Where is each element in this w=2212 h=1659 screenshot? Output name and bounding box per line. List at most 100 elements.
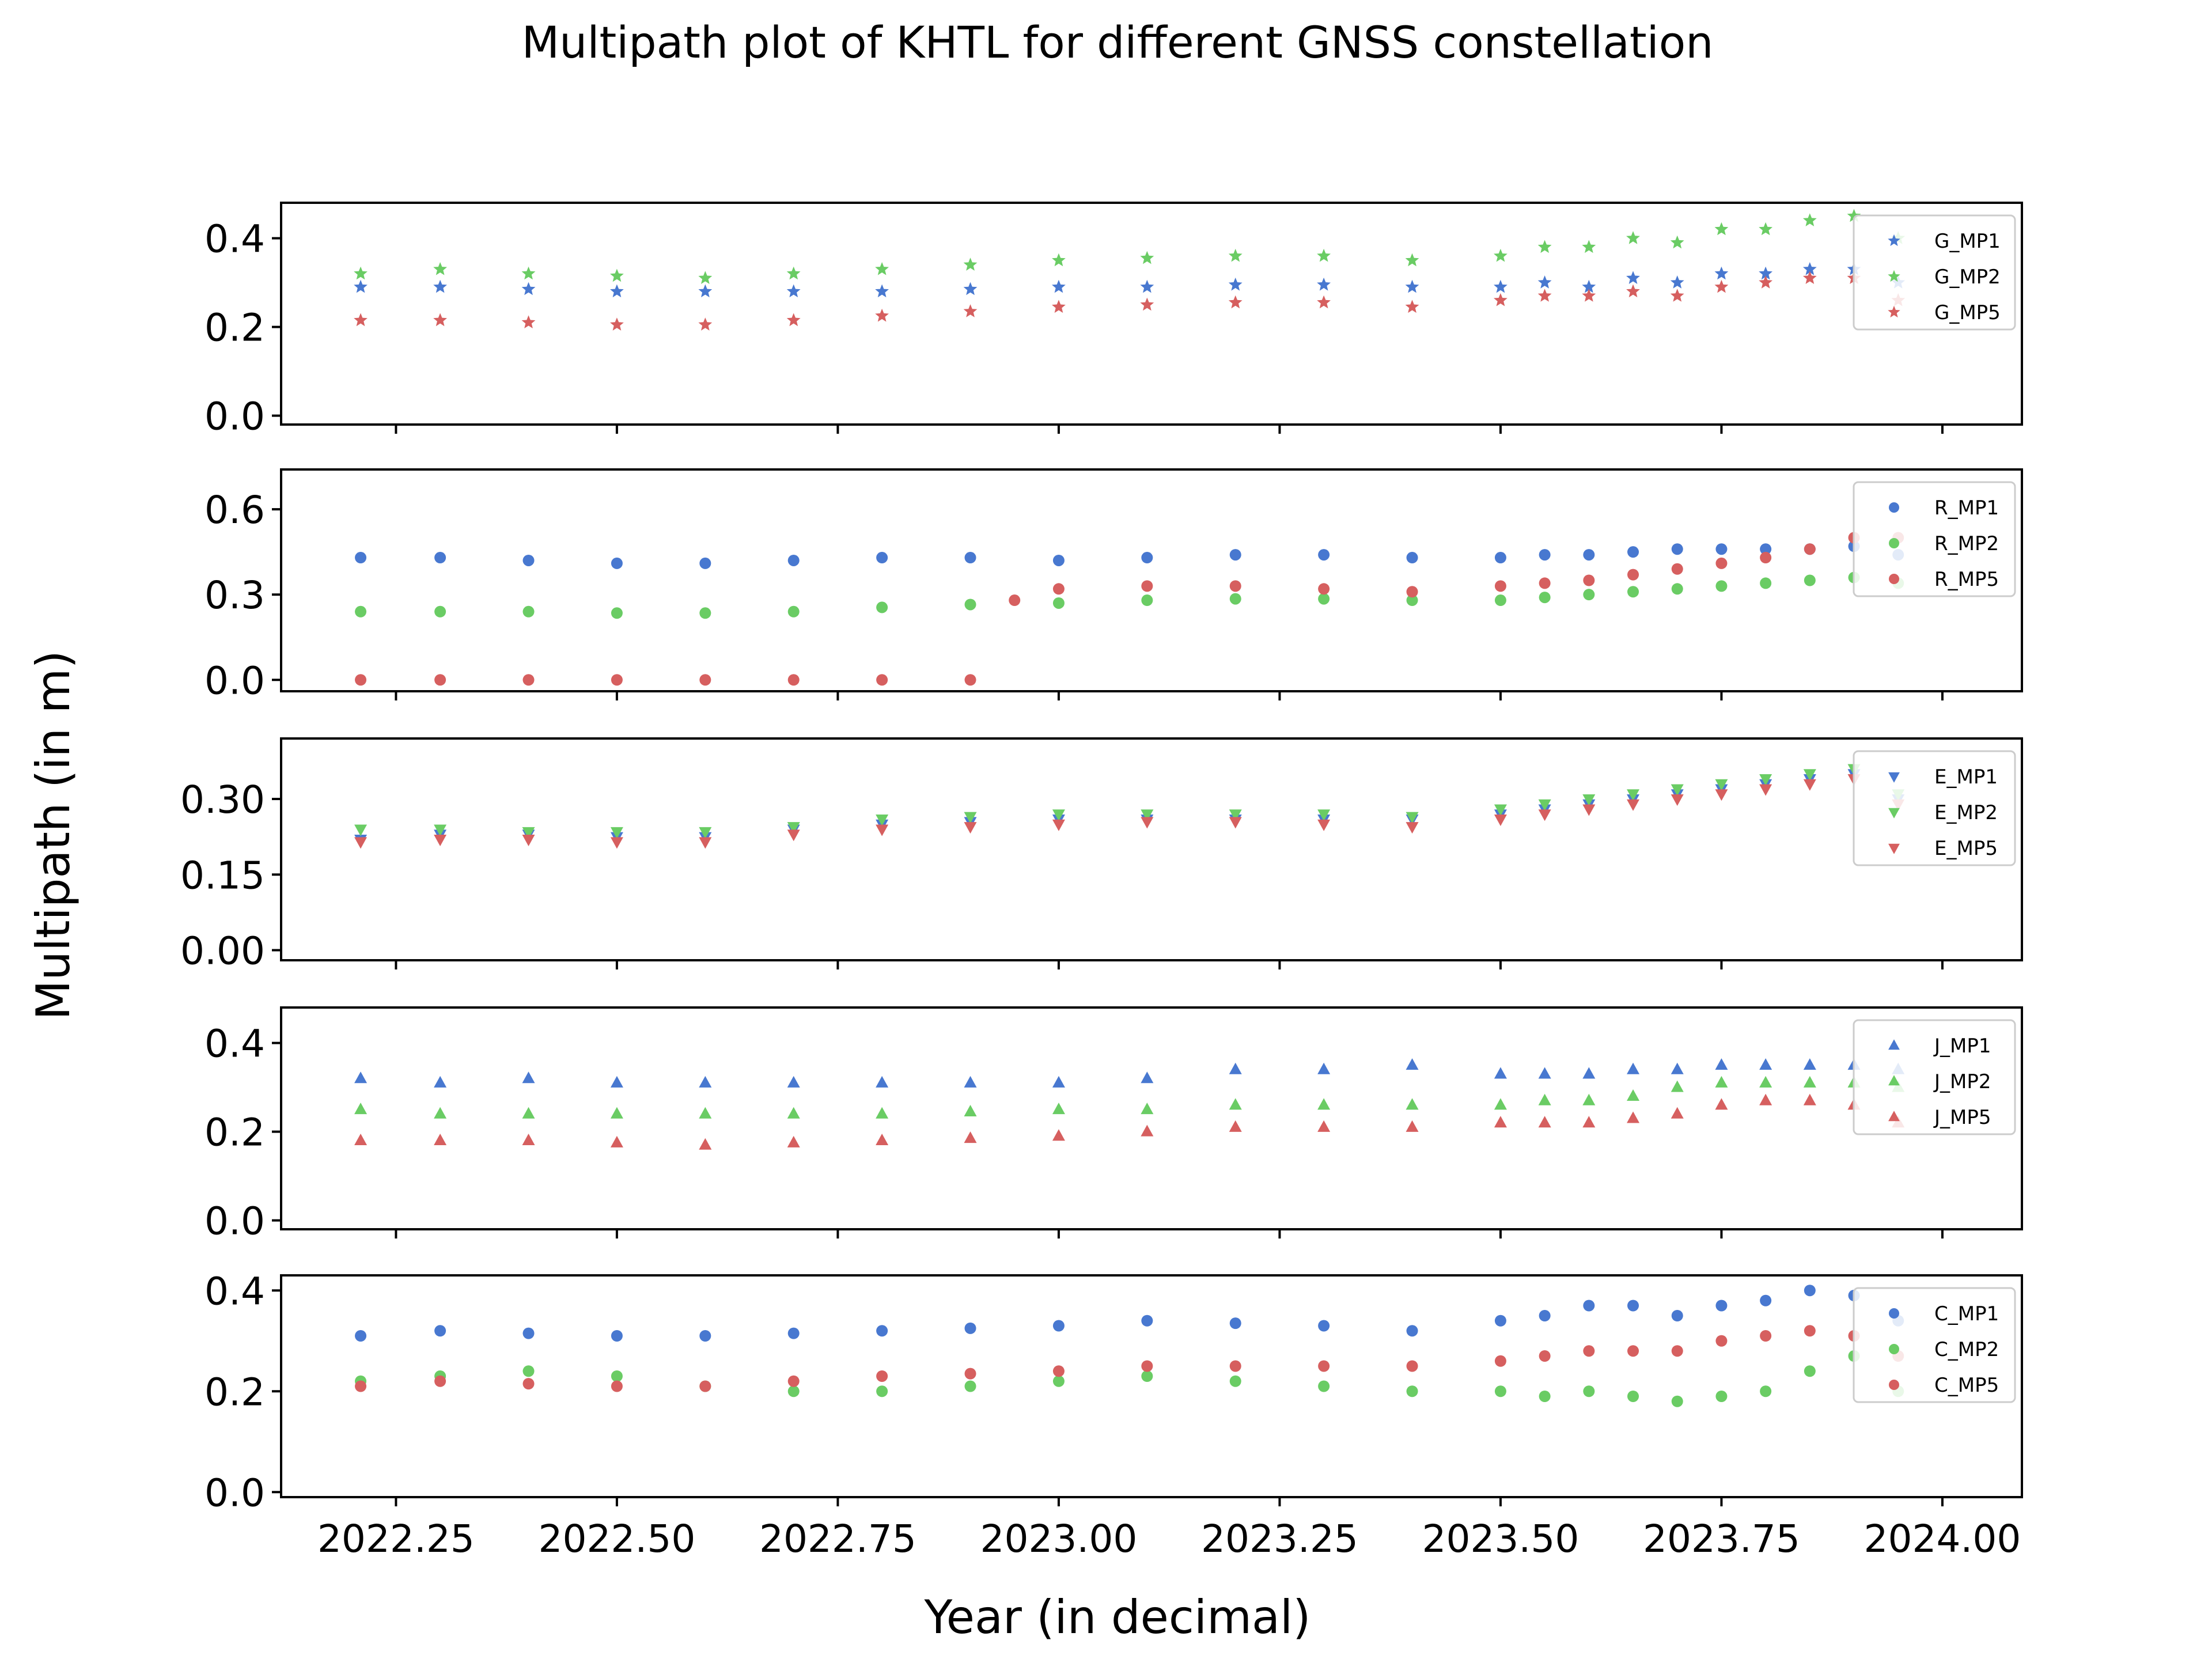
- point-E_MP5: [1538, 809, 1551, 821]
- point-J_MP1: [787, 1075, 800, 1088]
- series-C_MP2: [355, 1350, 1904, 1407]
- point-G_MP1: [1714, 266, 1729, 280]
- point-E_MP5: [354, 837, 368, 849]
- point-G_MP2: [1494, 248, 1508, 262]
- point-G_MP1: [1759, 266, 1772, 280]
- point-G_MP2: [354, 266, 368, 280]
- legend-marker-G_MP1: [1888, 234, 1900, 247]
- point-R_MP1: [1494, 552, 1506, 564]
- point-G_MP1: [875, 284, 889, 298]
- point-R_MP2: [1229, 593, 1241, 605]
- point-C_MP2: [1627, 1391, 1639, 1402]
- point-G_MP2: [1759, 222, 1772, 236]
- point-J_MP5: [1317, 1120, 1331, 1132]
- y-tick-label: 0.2: [204, 1370, 265, 1414]
- point-J_MP1: [1715, 1058, 1728, 1070]
- legend-marker-C_MP2: [1889, 1344, 1899, 1354]
- point-C_MP1: [964, 1322, 976, 1334]
- point-G_MP1: [698, 284, 713, 298]
- y-tick-label: 0.6: [204, 488, 265, 532]
- point-C_MP1: [355, 1330, 367, 1342]
- point-G_MP2: [610, 268, 624, 282]
- y-tick-label: 0.0: [204, 1471, 265, 1515]
- point-G_MP1: [963, 282, 978, 296]
- legend-label-C_MP2: C_MP2: [1934, 1338, 1999, 1361]
- point-R_MP1: [876, 552, 888, 564]
- point-J_MP2: [1406, 1098, 1419, 1110]
- point-J_MP5: [876, 1134, 889, 1145]
- point-G_MP2: [433, 262, 447, 275]
- point-J_MP5: [434, 1134, 447, 1145]
- point-G_MP5: [1802, 271, 1817, 284]
- point-G_MP5: [698, 317, 713, 331]
- point-R_MP5: [964, 674, 976, 686]
- point-C_MP2: [1229, 1375, 1241, 1387]
- point-J_MP1: [1627, 1062, 1640, 1074]
- point-J_MP5: [1229, 1120, 1242, 1132]
- point-G_MP2: [521, 266, 536, 280]
- x-tick-label: 2022.75: [759, 1517, 916, 1561]
- point-C_MP2: [1715, 1391, 1728, 1402]
- point-R_MP1: [1052, 554, 1065, 566]
- point-C_MP5: [1318, 1360, 1330, 1372]
- point-R_MP2: [876, 601, 888, 613]
- point-R_MP1: [1715, 543, 1728, 555]
- point-J_MP2: [434, 1107, 447, 1119]
- point-J_MP5: [1803, 1093, 1816, 1105]
- point-J_MP5: [610, 1135, 623, 1147]
- panel-E-markers: [354, 764, 1905, 849]
- legend-C: C_MP1 C_MP2 C_MP5: [1853, 1287, 2016, 1403]
- point-J_MP1: [1052, 1075, 1065, 1088]
- point-E_MP5: [1229, 817, 1242, 829]
- point-E_MP2: [1582, 794, 1596, 806]
- point-G_MP2: [1582, 240, 1596, 253]
- point-R_MP2: [1804, 574, 1816, 586]
- point-G_MP1: [1052, 279, 1066, 293]
- point-J_MP2: [354, 1103, 368, 1115]
- point-J_MP5: [1715, 1098, 1728, 1110]
- point-R_MP5: [355, 674, 367, 686]
- point-R_MP2: [1627, 586, 1639, 598]
- point-C_MP2: [522, 1365, 535, 1377]
- point-R_MP2: [355, 605, 367, 618]
- point-C_MP2: [1052, 1375, 1065, 1387]
- point-G_MP2: [875, 262, 889, 275]
- series-R_MP5: [355, 532, 1904, 686]
- legend-label-R_MP1: R_MP1: [1934, 497, 1999, 520]
- point-J_MP2: [1671, 1080, 1684, 1092]
- point-C_MP1: [434, 1325, 446, 1337]
- y-tick-label: 0.2: [204, 1111, 265, 1155]
- point-J_MP5: [964, 1131, 977, 1143]
- x-tick-label: 2022.50: [538, 1517, 695, 1561]
- point-R_MP5: [1318, 583, 1330, 595]
- point-E_MP2: [1671, 784, 1684, 796]
- point-R_MP1: [522, 554, 535, 566]
- point-R_MP5: [1229, 580, 1241, 592]
- point-E_MP2: [354, 824, 368, 836]
- point-G_MP5: [1537, 289, 1552, 302]
- point-J_MP5: [1671, 1107, 1684, 1119]
- point-R_MP5: [1539, 577, 1551, 589]
- point-G_MP1: [1228, 277, 1243, 291]
- point-C_MP2: [1539, 1391, 1551, 1402]
- point-C_MP5: [522, 1378, 535, 1390]
- point-R_MP5: [1494, 580, 1506, 592]
- point-C_MP1: [1318, 1320, 1330, 1332]
- point-G_MP1: [1405, 279, 1419, 293]
- point-J_MP1: [1229, 1062, 1242, 1074]
- panel-R: 0.0 0.3 0.6 R_MP1 R_MP2 R_MP5: [204, 468, 2023, 703]
- point-C_MP1: [1715, 1300, 1728, 1312]
- point-E_MP5: [522, 835, 535, 846]
- point-C_MP2: [787, 1385, 800, 1397]
- x-axis-label: Year (in decimal): [924, 1590, 1311, 1644]
- point-J_MP2: [1803, 1075, 1816, 1088]
- point-R_MP5: [522, 674, 535, 686]
- point-R_MP2: [1052, 597, 1065, 609]
- panel-J-frame: [280, 1006, 2023, 1230]
- legend-marker-C_MP5: [1889, 1380, 1899, 1390]
- point-E_MP5: [1582, 804, 1596, 816]
- series-G_MP5: [354, 271, 1906, 331]
- point-C_MP5: [1583, 1345, 1595, 1357]
- legend-marker-E_MP5: [1888, 843, 1900, 854]
